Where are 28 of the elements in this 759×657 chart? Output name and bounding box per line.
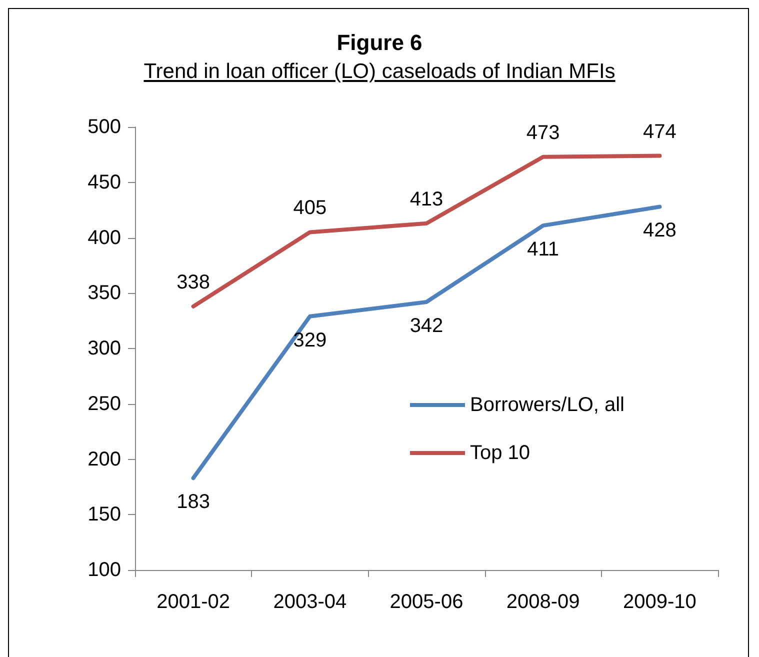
x-tick-label: 2008-09 (506, 591, 580, 613)
data-label: 405 (293, 197, 327, 220)
data-label: 413 (410, 188, 444, 210)
data-label: 342 (410, 314, 444, 337)
y-tick-label: 150 (88, 504, 121, 526)
data-label: 474 (643, 120, 676, 143)
y-tick-label: 350 (88, 282, 121, 304)
y-tick-label: 100 (88, 559, 121, 581)
x-tick-label: 2009-10 (622, 591, 696, 613)
y-tick-label: 400 (88, 226, 121, 249)
data-label: 329 (293, 329, 327, 352)
x-tick-label: 2005-06 (390, 591, 464, 613)
chart-subtitle: Trend in loan officer (LO) caseloads of Indian MFIs (142, 60, 616, 84)
data-label: 183 (176, 491, 210, 514)
y-tick-label: 250 (88, 392, 121, 415)
data-label: 428 (643, 220, 676, 242)
legend-label: Borrowers/LO, all (470, 394, 624, 416)
x-tick-label: 2001-02 (156, 591, 230, 613)
y-tick-label: 300 (88, 338, 121, 360)
legend-label: Top 10 (470, 442, 530, 464)
y-tick-label: 450 (88, 171, 121, 194)
chart-title: Figure 6 (336, 30, 424, 56)
data-label: 338 (176, 271, 210, 294)
data-label: 473 (526, 122, 560, 144)
data-label: 411 (527, 238, 560, 261)
y-tick-label: 200 (88, 448, 121, 470)
y-tick-label: 500 (88, 116, 121, 138)
x-tick-label: 2003-04 (273, 591, 347, 613)
